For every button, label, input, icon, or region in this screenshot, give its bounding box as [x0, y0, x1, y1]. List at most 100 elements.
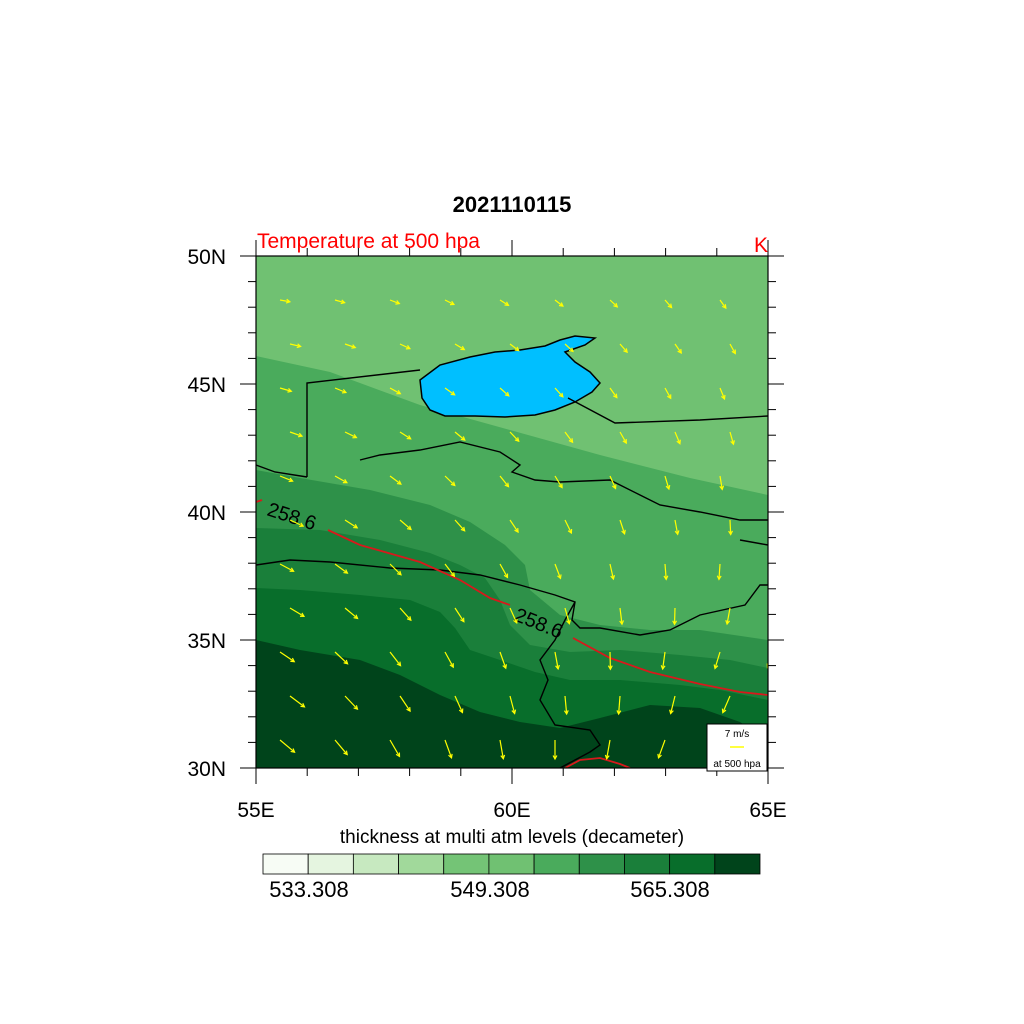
- wind-vector-icon: [279, 651, 296, 663]
- reference-speed: 7 m/s: [725, 729, 749, 740]
- wind-vector-icon: [454, 607, 465, 623]
- wind-vector-icon: [609, 475, 617, 490]
- colorbar-box: [624, 853, 671, 875]
- colorbar-box: [443, 853, 490, 875]
- wind-vector-icon: [289, 519, 305, 527]
- wind-vector-icon: [499, 563, 509, 579]
- wind-vector-icon: [499, 299, 510, 306]
- wind-vector-icon: [669, 695, 676, 715]
- wind-vector-icon: [672, 607, 678, 626]
- wind-vector-icon: [389, 387, 402, 395]
- wind-vector-icon: [782, 520, 786, 534]
- colorbar-label: 549.308: [450, 877, 530, 902]
- wind-vector-icon: [389, 299, 401, 305]
- wind-vector-icon: [616, 695, 622, 716]
- colorbar-box: [488, 853, 535, 875]
- wind-vector-icon: [563, 695, 569, 716]
- wind-vector-icon: [554, 387, 564, 398]
- wind-vector-icon: [509, 343, 520, 352]
- wind-vector-icon: [509, 607, 518, 624]
- country-borders: [256, 369, 768, 768]
- wind-vector-icon: [564, 607, 571, 625]
- wind-vector-icon: [674, 431, 681, 445]
- wind-vector-icon: [289, 431, 304, 438]
- wind-vector-icon: [334, 475, 348, 484]
- wind-vector-icon: [444, 563, 456, 578]
- wind-vector-icon: [334, 563, 349, 574]
- temperature-contour-start: [256, 499, 263, 503]
- wind-vector-icon: [444, 387, 456, 396]
- wind-vector-icon: [719, 475, 725, 491]
- wind-vector-icon: [779, 608, 785, 623]
- wind-vector-icon: [499, 651, 507, 670]
- lat-label: 45N: [187, 374, 226, 397]
- wind-vector-icon: [289, 607, 306, 618]
- colorbar-box: [352, 853, 399, 875]
- wind-vector-icon: [399, 695, 411, 713]
- wind-vector-icon: [334, 651, 349, 665]
- colorbar-box: [262, 853, 309, 875]
- thickness-fill: [256, 256, 768, 768]
- wind-vector-icon: [454, 519, 466, 532]
- reference-vector-box: 7 m/s at 500 hpa: [706, 723, 768, 772]
- wind-vector-icon: [564, 519, 573, 535]
- left-label: Temperature at 500 hpa: [257, 230, 480, 253]
- lat-label: 30N: [187, 758, 226, 781]
- border-east: [739, 539, 768, 546]
- wind-vector-icon: [334, 299, 346, 305]
- wind-vector-icon: [716, 563, 722, 581]
- wind-vector-icon: [399, 431, 412, 440]
- lon-label: 60E: [493, 799, 530, 822]
- lon-label: 65E: [749, 799, 786, 822]
- wind-vector-icon: [564, 431, 574, 444]
- wind-vector-icon: [664, 299, 673, 309]
- wind-vector-icon: [499, 739, 506, 760]
- wind-vector-icon: [674, 343, 682, 354]
- wind-vector-icon: [454, 343, 466, 351]
- wind-vector-icon: [499, 387, 510, 397]
- colorbar: [262, 853, 761, 875]
- wind-vector-icon: [399, 519, 412, 531]
- border-turkmenistan-afghanistan: [256, 559, 768, 636]
- temperature-contour-south: [564, 757, 631, 768]
- wind-vector-icon: [664, 475, 671, 491]
- wind-vector-icon: [509, 431, 520, 443]
- wind-vector-icon: [664, 387, 672, 400]
- wind-vector-icon: [344, 431, 358, 439]
- wind-vector-icon: [554, 299, 564, 307]
- wind-vector-icon: [499, 475, 510, 488]
- wind-vector-icon: [619, 607, 625, 626]
- border-turkmenistan-uzbekistan: [359, 441, 768, 521]
- right-label: K: [754, 234, 768, 257]
- wind-vector-icon: [564, 343, 574, 353]
- wind-vector-icon: [773, 476, 777, 490]
- wind-vector-icon: [725, 607, 731, 626]
- wind-vector-icon: [554, 651, 560, 671]
- wind-vector-icon: [604, 739, 611, 760]
- wind-vector-icon: [713, 651, 721, 670]
- wind-vector-icon: [344, 607, 359, 620]
- colorbar-title: thickness at multi atm levels (decameter…: [340, 827, 684, 848]
- lat-label: 50N: [187, 246, 226, 269]
- wind-vector-icon: [389, 563, 402, 576]
- wind-vector-icon: [334, 387, 348, 394]
- wind-vector-icon: [771, 564, 775, 579]
- lat-label: 40N: [187, 502, 226, 525]
- temperature-contour-east: [572, 637, 768, 696]
- wind-vector-icon: [554, 563, 562, 580]
- wind-vector-icon: [279, 298, 292, 304]
- wind-vector-icon: [607, 651, 613, 671]
- figure-title: 2021110115: [453, 192, 572, 217]
- wind-vector-icon: [289, 343, 302, 349]
- lat-label: 35N: [187, 630, 226, 653]
- wind-vector-icon: [729, 431, 735, 446]
- axis-ticks: [240, 240, 784, 784]
- temperature-contours: [256, 499, 768, 768]
- wind-vector-icon: [674, 519, 680, 536]
- wind-vector-icon: [785, 344, 790, 354]
- wind-vector-icon: [389, 739, 401, 758]
- wind-vector-icon: [619, 431, 627, 445]
- wind-vector-icon: [609, 563, 616, 581]
- wind-vector-icon: [554, 475, 563, 489]
- wind-vector-icon: [444, 651, 454, 669]
